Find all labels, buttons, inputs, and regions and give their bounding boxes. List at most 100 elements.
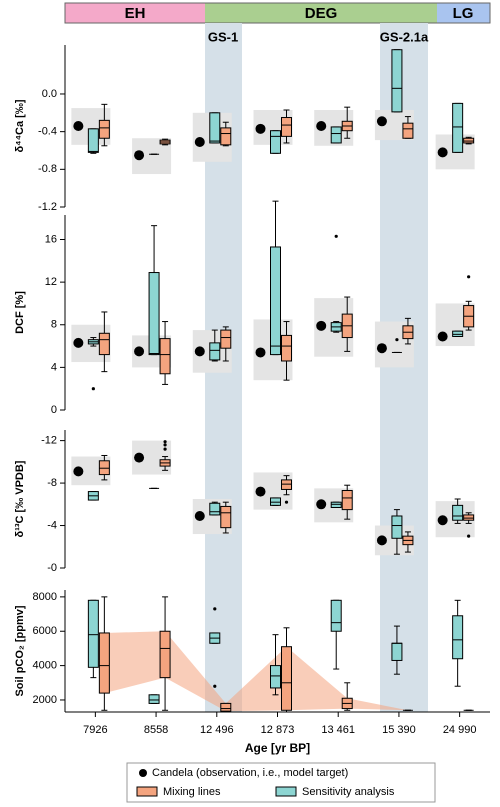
candela-dot (73, 337, 84, 348)
candela-dot (437, 147, 448, 158)
y-tick-label: -12 (41, 435, 57, 447)
box (281, 646, 292, 711)
y-tick-label: -0.4 (38, 126, 57, 138)
candela-dot (437, 515, 448, 526)
y-tick-label: -0 (47, 562, 57, 574)
candela-dot (255, 347, 266, 358)
candela-dot (134, 452, 145, 463)
x-axis-label: Age [yr BP] (245, 741, 310, 755)
outlier (91, 387, 95, 391)
y-axis-label: δ¹³C [‰ VPDB] (14, 460, 26, 537)
y-tick-label: 0.0 (42, 88, 57, 100)
box (281, 117, 292, 137)
box (391, 642, 403, 661)
outlier (467, 534, 471, 538)
y-tick-label: 16 (45, 233, 57, 245)
box (148, 694, 160, 704)
y-tick-label: -4 (47, 519, 57, 531)
box (391, 515, 403, 539)
period-label: DEG (305, 5, 338, 22)
legend-label: Candela (observation, i.e., model target… (152, 767, 348, 779)
box (220, 329, 232, 349)
box (209, 112, 221, 144)
box (391, 49, 403, 113)
legend-label: Sensitivity analysis (302, 786, 395, 798)
box (281, 334, 292, 362)
period-label: LG (453, 5, 474, 22)
candela-dot (194, 346, 205, 357)
box (98, 332, 110, 356)
candela-dot (316, 499, 327, 510)
box (220, 505, 232, 529)
legend-label: Mixing lines (163, 786, 221, 798)
period-band (205, 3, 437, 23)
legend-dot (139, 769, 147, 777)
box (330, 126, 342, 144)
box (452, 615, 464, 660)
box (452, 102, 464, 153)
y-tick-label: 4 (51, 361, 57, 373)
box (98, 460, 110, 476)
box (281, 479, 292, 490)
box (463, 514, 475, 521)
outlier (284, 500, 289, 504)
candela-dot (73, 466, 84, 477)
candela-dot (316, 121, 327, 131)
box (98, 119, 110, 139)
x-tick-label: 12 873 (261, 724, 295, 736)
box (209, 502, 221, 516)
x-tick-label: 8558 (144, 724, 168, 736)
box (330, 501, 342, 508)
x-tick-label: 24 990 (443, 724, 477, 736)
y-tick-label: -1.2 (38, 201, 57, 213)
box (341, 490, 353, 511)
box (270, 246, 281, 356)
candela-dot (376, 116, 387, 127)
box (209, 342, 221, 361)
box (270, 497, 281, 506)
box (220, 702, 232, 712)
outlier (334, 234, 338, 238)
candela-dot (194, 137, 205, 148)
period-band (65, 3, 205, 23)
legend-swatch (136, 786, 158, 797)
candela-dot (134, 150, 145, 161)
box (159, 630, 171, 679)
y-axis-label: DCF [%] (14, 291, 26, 334)
candela-dot (316, 320, 327, 331)
y-tick-label: 8 (51, 319, 57, 331)
candela-dot (73, 121, 84, 131)
candela-dot (255, 123, 266, 134)
x-tick-label: 15 390 (382, 724, 416, 736)
y-tick-label: 6000 (33, 625, 57, 637)
x-tick-label: 13 461 (321, 724, 355, 736)
box (87, 128, 99, 153)
candela-dot (194, 510, 205, 521)
box (87, 599, 99, 668)
y-tick-label: 12 (45, 276, 57, 288)
y-tick-label: 2000 (33, 694, 57, 706)
x-tick-label: 7926 (83, 724, 107, 736)
candela-dot (437, 331, 448, 342)
y-tick-label: 8000 (33, 591, 57, 603)
x-tick-label: 12 496 (200, 724, 234, 736)
y-tick-label: 0 (51, 404, 57, 416)
outlier (163, 440, 167, 444)
outlier (163, 447, 167, 451)
box (330, 599, 342, 632)
y-tick-label: 4000 (33, 660, 57, 672)
event-label: GS-2.1a (380, 29, 429, 44)
box (402, 122, 414, 139)
box (270, 665, 281, 689)
box (220, 127, 232, 146)
candela-dot (134, 346, 145, 357)
outlier (213, 684, 217, 688)
candela-dot (376, 535, 387, 546)
event-label: GS-1 (208, 29, 238, 44)
y-axis-label: δ⁴⁴Ca [‰] (14, 99, 26, 152)
period-frame (64, 2, 491, 24)
candela-dot (376, 343, 387, 354)
outlier (213, 607, 217, 611)
box (270, 130, 281, 154)
